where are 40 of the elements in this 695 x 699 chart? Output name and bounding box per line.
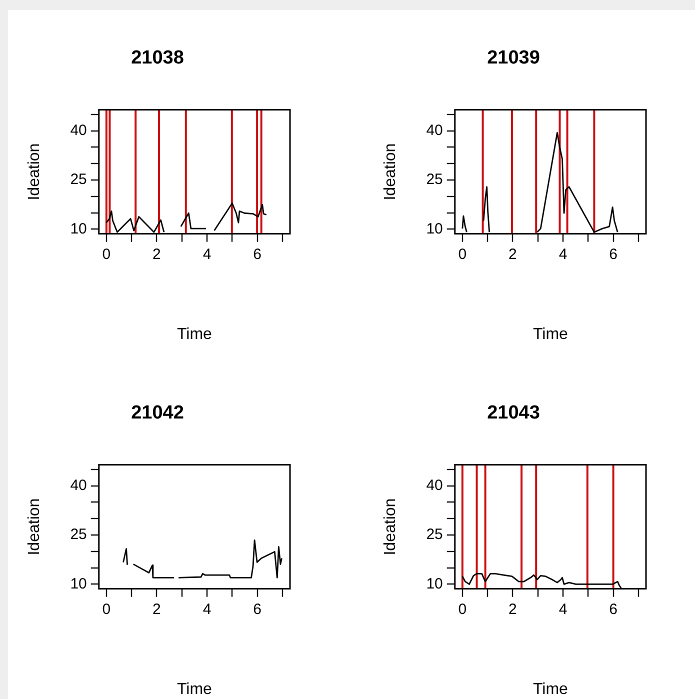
y-tick-label: 40 xyxy=(426,476,443,494)
y-axis-title: Ideation xyxy=(382,498,400,556)
x-tick-label: 4 xyxy=(558,600,568,618)
y-tick-label: 25 xyxy=(70,526,87,544)
chart-title: 21039 xyxy=(487,48,540,69)
x-axis-title: Time xyxy=(176,326,212,343)
x-tick-label: 2 xyxy=(152,246,161,263)
x-tick-label: 6 xyxy=(253,246,262,263)
x-tick-label: 6 xyxy=(609,246,618,263)
y-tick-label: 10 xyxy=(426,220,443,238)
x-tick-label: 2 xyxy=(508,246,517,263)
x-axis-title: Time xyxy=(532,326,568,343)
chart-title: 21042 xyxy=(131,402,184,424)
y-tick-label: 10 xyxy=(426,575,443,592)
chart-title: 21038 xyxy=(131,48,184,69)
x-tick-label: 0 xyxy=(102,246,111,263)
chart-title: 21043 xyxy=(487,402,540,424)
x-tick-label: 6 xyxy=(609,600,618,618)
y-tick-label: 25 xyxy=(426,526,443,544)
y-tick-label: 10 xyxy=(70,575,87,592)
y-axis-title: Ideation xyxy=(26,498,44,556)
y-tick-label: 25 xyxy=(70,171,87,188)
x-tick-label: 0 xyxy=(102,600,111,618)
y-axis-title: Ideation xyxy=(26,143,44,200)
x-tick-label: 6 xyxy=(253,600,262,618)
x-tick-label: 0 xyxy=(458,246,467,263)
x-tick-label: 2 xyxy=(508,600,517,618)
y-tick-label: 25 xyxy=(426,171,443,188)
x-tick-label: 4 xyxy=(558,246,568,263)
x-tick-label: 4 xyxy=(202,246,212,263)
x-tick-label: 2 xyxy=(152,600,161,618)
y-tick-label: 40 xyxy=(426,122,443,139)
y-tick-label: 40 xyxy=(70,122,87,139)
x-axis-title: Time xyxy=(176,680,212,698)
x-axis-title: Time xyxy=(532,680,568,698)
x-tick-label: 4 xyxy=(202,600,212,618)
y-tick-label: 10 xyxy=(70,220,87,238)
y-tick-label: 40 xyxy=(70,476,87,494)
x-tick-label: 0 xyxy=(458,600,467,618)
y-axis-title: Ideation xyxy=(382,143,400,200)
